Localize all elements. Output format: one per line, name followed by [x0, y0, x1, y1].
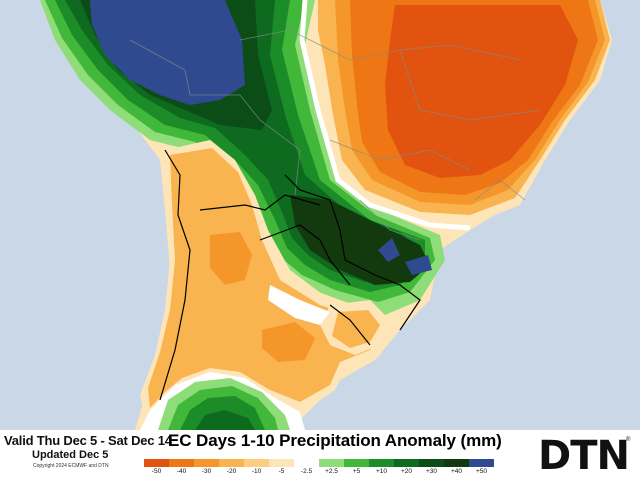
legend-tick-label: -2.5 [300, 468, 313, 475]
legend-tick-label: +50 [475, 468, 488, 475]
border-brazil-states-4 [359, 199, 421, 241]
precipitation-anomaly-map [40, 0, 612, 430]
legend-swatch-4 [244, 459, 269, 467]
wet-anomaly-paraguay-south-brazil [290, 195, 432, 285]
border-uruguay [344, 259, 421, 331]
legend-swatch-7 [319, 459, 344, 467]
border-argentina-provinces [259, 224, 351, 286]
neutral-strip-argentina [268, 285, 330, 325]
border-uruguay-2 [329, 304, 371, 346]
legend-swatch-1 [169, 459, 194, 467]
legend-tick-label: +10 [375, 468, 388, 475]
legend-swatch-6 [294, 459, 319, 467]
legend-tick-label: +20 [400, 468, 413, 475]
legend-tick-label: -20 [226, 468, 237, 475]
border-brazil-north [239, 29, 521, 61]
legend-tick-label: +30 [425, 468, 438, 475]
map-title: EC Days 1-10 Precipitation Anomaly (mm) [168, 431, 502, 450]
dtn-logo: DTN [538, 433, 630, 479]
dtn-logo-registered-mark: ® [626, 437, 631, 443]
legend-swatch-12 [444, 459, 469, 467]
legend-swatch-3 [219, 459, 244, 467]
uruguay-dry-10 [332, 310, 380, 348]
legend-swatch-2 [194, 459, 219, 467]
country-borders-dark [159, 149, 421, 401]
argentina-dry-20 [210, 232, 252, 285]
valid-period: Valid Thu Dec 5 - Sat Dec 14 [4, 433, 172, 448]
legend-swatch-0 [144, 459, 169, 467]
legend-swatch-9 [369, 459, 394, 467]
parana-wet-50 [378, 238, 400, 262]
color-legend-ticks: -50 -40 -30 -20 -10 -5 -2.5 +2.5 +5 +10 +20 +30 +40 +… [144, 468, 519, 478]
legend-swatch-5 [269, 459, 294, 467]
paraguay-wet-40 [290, 195, 430, 285]
border-brazil-states-3 [474, 179, 526, 201]
legend-swatch-10 [394, 459, 419, 467]
country-borders [129, 29, 541, 241]
legend-tick-label: -5 [278, 468, 285, 475]
border-brazil-states [399, 49, 541, 121]
copyright-text: Copyright 2024 ECMWF and DTN [33, 463, 109, 469]
bolivia-wet-50 [90, 0, 245, 105]
legend-swatch-13 [469, 459, 494, 467]
neutral-boundary [299, 0, 471, 231]
border-bolivia [129, 39, 301, 196]
legend-tick-label: -40 [176, 468, 187, 475]
legend-footer: Valid Thu Dec 5 - Sat Dec 14 Updated Dec… [0, 430, 640, 480]
legend-tick-label: -10 [251, 468, 262, 475]
border-brazil-states-2 [329, 139, 471, 171]
legend-swatch-11 [419, 459, 444, 467]
brazil-dry-50 [385, 5, 578, 178]
santa-catarina-wet-50 [405, 255, 432, 275]
legend-tick-label: +5 [352, 468, 361, 475]
legend-tick-label: -50 [151, 468, 162, 475]
updated-date: Updated Dec 5 [32, 449, 109, 461]
color-legend-bar [144, 459, 494, 467]
wet-anomaly-patagonia [140, 372, 305, 430]
legend-tick-label: -30 [201, 468, 212, 475]
legend-swatch-8 [344, 459, 369, 467]
patagonia-wet-30 [195, 410, 255, 430]
border-argentina-north [199, 194, 321, 211]
border-paraguay [284, 174, 346, 261]
legend-tick-label: +40 [450, 468, 463, 475]
pampas-dry-20 [262, 322, 315, 362]
border-chile-argentina [159, 149, 191, 401]
argentina-dry-10 [148, 148, 385, 408]
legend-tick-label: +2.5 [325, 468, 338, 475]
